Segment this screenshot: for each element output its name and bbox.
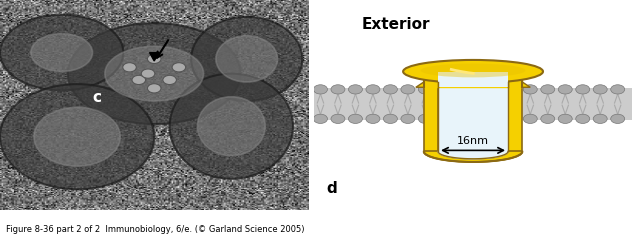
Polygon shape <box>522 82 530 87</box>
Ellipse shape <box>169 74 293 179</box>
Bar <box>508 77 522 152</box>
Circle shape <box>147 84 161 93</box>
Circle shape <box>366 85 380 94</box>
Text: Figure 8-36 part 2 of 2  Immunobiology, 6/e. (© Garland Science 2005): Figure 8-36 part 2 of 2 Immunobiology, 6… <box>6 225 305 234</box>
Circle shape <box>611 114 624 124</box>
Circle shape <box>541 85 555 94</box>
Circle shape <box>331 114 345 124</box>
Bar <box>314 88 632 120</box>
Ellipse shape <box>0 84 154 189</box>
Circle shape <box>147 54 161 64</box>
Circle shape <box>123 63 137 72</box>
Circle shape <box>163 75 176 85</box>
Ellipse shape <box>191 17 302 101</box>
Ellipse shape <box>403 60 543 83</box>
Polygon shape <box>416 82 424 87</box>
Ellipse shape <box>31 34 92 71</box>
Bar <box>438 71 508 87</box>
Circle shape <box>401 85 415 94</box>
Circle shape <box>593 114 607 124</box>
Text: 16nm: 16nm <box>457 136 489 146</box>
Circle shape <box>401 114 415 124</box>
Circle shape <box>348 114 362 124</box>
Ellipse shape <box>34 107 120 166</box>
Text: c: c <box>92 90 102 105</box>
Polygon shape <box>424 152 522 162</box>
Circle shape <box>418 114 432 124</box>
Circle shape <box>593 85 607 94</box>
Circle shape <box>523 85 537 94</box>
Text: Exterior: Exterior <box>362 17 430 32</box>
Polygon shape <box>438 152 508 159</box>
Circle shape <box>142 69 155 78</box>
Circle shape <box>523 114 537 124</box>
Circle shape <box>576 114 590 124</box>
Ellipse shape <box>0 15 123 90</box>
Circle shape <box>384 114 398 124</box>
Circle shape <box>541 114 555 124</box>
Circle shape <box>558 85 572 94</box>
Ellipse shape <box>216 36 277 82</box>
Circle shape <box>331 85 345 94</box>
Text: d: d <box>327 181 337 196</box>
Ellipse shape <box>68 23 241 124</box>
Ellipse shape <box>421 64 525 77</box>
Circle shape <box>172 63 186 72</box>
Bar <box>438 77 508 152</box>
Circle shape <box>348 85 362 94</box>
Circle shape <box>611 85 624 94</box>
Circle shape <box>313 114 327 124</box>
Circle shape <box>132 75 145 85</box>
Circle shape <box>418 85 432 94</box>
Circle shape <box>384 85 398 94</box>
Ellipse shape <box>105 46 204 101</box>
Polygon shape <box>150 53 159 61</box>
Circle shape <box>558 114 572 124</box>
Circle shape <box>576 85 590 94</box>
Circle shape <box>366 114 380 124</box>
Circle shape <box>313 85 327 94</box>
Ellipse shape <box>197 97 265 156</box>
Bar <box>424 77 438 152</box>
